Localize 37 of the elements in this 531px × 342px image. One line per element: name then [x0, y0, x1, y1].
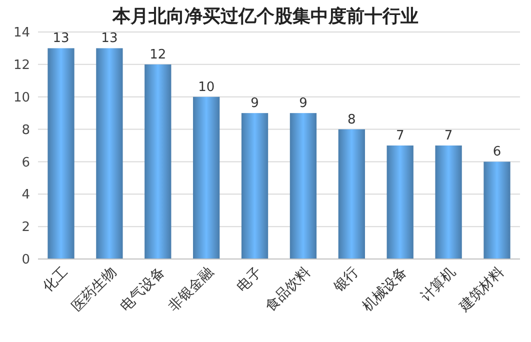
data-label: 13 — [101, 31, 118, 46]
bar — [193, 96, 220, 259]
data-label: 8 — [348, 112, 356, 128]
y-tick-label: 12 — [13, 58, 30, 73]
data-label: 9 — [299, 96, 308, 112]
bar — [144, 64, 172, 259]
bar — [338, 129, 365, 259]
x-tick-label: 食品饮料 — [262, 264, 314, 315]
x-tick-label: 医药生物 — [68, 264, 120, 315]
bar — [435, 146, 462, 259]
x-tick-label: 电子 — [234, 264, 266, 296]
x-tick-label: 化工 — [40, 264, 72, 296]
x-tick-label: 电气设备 — [117, 264, 168, 315]
y-tick-label: 10 — [13, 90, 30, 106]
y-tick-label: 0 — [22, 252, 30, 268]
bar — [241, 113, 268, 259]
bar — [96, 48, 123, 259]
data-label: 12 — [150, 47, 166, 62]
data-label: 9 — [250, 96, 259, 112]
x-tick-label: 非银金融 — [166, 264, 217, 315]
chart-title: 本月北向净买过亿个股集中度前十行业 — [112, 6, 418, 27]
data-label: 7 — [396, 128, 404, 144]
data-label: 6 — [492, 144, 502, 160]
x-tick-label: 银行 — [330, 264, 362, 296]
bar — [386, 146, 414, 259]
y-tick-label: 8 — [22, 122, 30, 138]
y-tick-label: 14 — [13, 26, 30, 41]
bar — [290, 113, 317, 259]
x-tick-label: 机械设备 — [359, 264, 410, 315]
data-label: 7 — [444, 128, 453, 144]
y-tick-label: 6 — [22, 155, 30, 170]
y-tick-label: 4 — [22, 188, 30, 203]
data-label: 13 — [52, 31, 70, 46]
bar — [48, 48, 74, 259]
y-tick-label: 2 — [22, 220, 30, 236]
data-label: 10 — [198, 80, 215, 95]
bar — [484, 162, 510, 259]
